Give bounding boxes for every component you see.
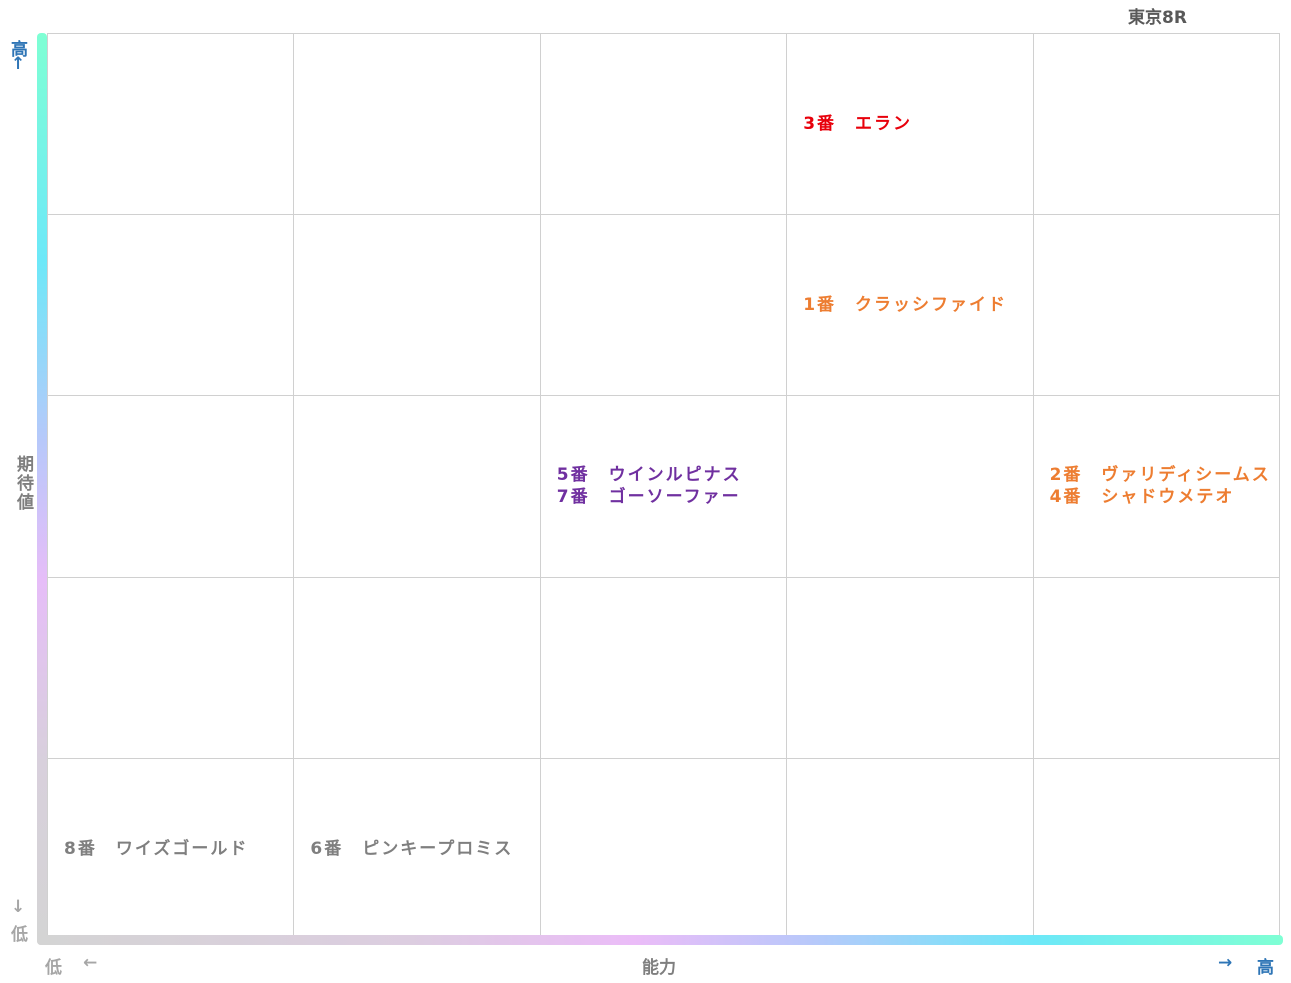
- grid-cell: [47, 577, 294, 759]
- grid-cell: [539, 577, 787, 759]
- grid-cell: [786, 396, 1033, 578]
- horse-entry: 3番 エラン: [803, 114, 913, 135]
- y-low: 低: [11, 925, 28, 945]
- grid-cell: [293, 577, 540, 759]
- grid-cell: 8番 ワイズゴールド: [47, 758, 294, 940]
- grid-cell: [1032, 34, 1279, 216]
- horse-entry: 2番 ヴァリディシームス: [1049, 465, 1271, 486]
- horse-entry: 1番 クラッシファイド: [803, 295, 1008, 316]
- grid-cell: [539, 758, 787, 940]
- grid-cell: 5番 ウインルピナス 7番 ゴーソーファー: [539, 396, 787, 578]
- y-label: 期待値: [13, 455, 33, 512]
- horse-entry: 7番 ゴーソーファー: [556, 487, 741, 508]
- grid-cell: 3番 エラン: [786, 34, 1033, 216]
- grid-cell: [47, 34, 294, 216]
- title: 東京8R: [1128, 8, 1187, 28]
- x-high: 高: [1257, 958, 1274, 978]
- grid-cell: [1032, 577, 1279, 759]
- grid-cell: [1032, 215, 1279, 397]
- grid: 3番 エラン 1番 クラッシファイド 5番 ウインルピナス 7番 ゴーソーファー 2番 …: [47, 33, 1280, 940]
- horse-entry: 5番 ウインルピナス: [556, 465, 742, 486]
- x-low-arrow: ←: [83, 953, 98, 973]
- y-high: 高: [11, 40, 28, 60]
- grid-cell: [1032, 758, 1279, 940]
- grid-cell: 6番 ピンキープロミス: [293, 758, 540, 940]
- grid-cell: [47, 215, 294, 397]
- x-high-arrow: →: [1218, 953, 1233, 973]
- horse-entry: 8番 ワイズゴールド: [64, 838, 249, 859]
- grid-cell: [539, 34, 787, 216]
- x-axis-bar: [37, 935, 1283, 945]
- grid-cell: [786, 577, 1033, 759]
- grid-cell: 1番 クラッシファイド: [786, 215, 1033, 397]
- x-label: 能力: [642, 958, 676, 978]
- grid-cell: [47, 396, 294, 578]
- x-low: 低: [45, 958, 62, 978]
- grid-cell: [293, 215, 540, 397]
- horse-entry: 6番 ピンキープロミス: [310, 838, 514, 859]
- horse-entry: 4番 シャドウメテオ: [1049, 487, 1235, 508]
- y-low-arrow: ↓: [11, 897, 26, 917]
- y-axis-bar: [37, 33, 47, 945]
- grid-cell: [786, 758, 1033, 940]
- grid-cell: [293, 34, 540, 216]
- y-high-arrow: ↑: [11, 54, 26, 74]
- grid-cell: 2番 ヴァリディシームス 4番 シャドウメテオ: [1032, 396, 1279, 578]
- grid-cell: [293, 396, 540, 578]
- grid-cell: [539, 215, 787, 397]
